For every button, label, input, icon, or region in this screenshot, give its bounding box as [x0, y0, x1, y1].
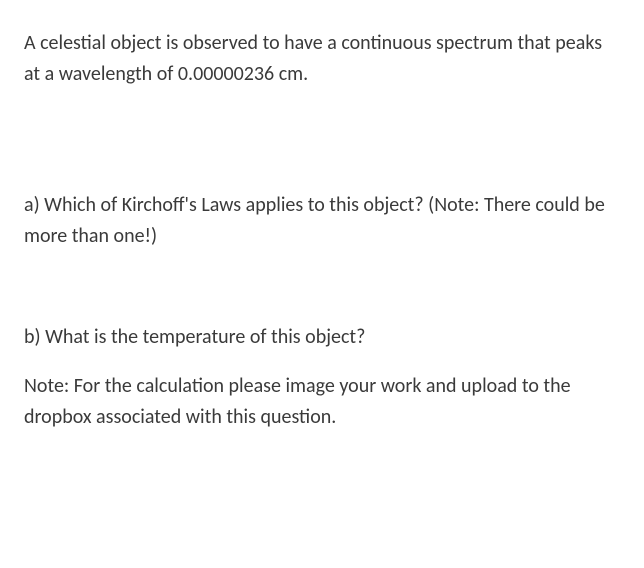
question-intro: A celestial object is observed to have a…: [24, 28, 620, 90]
question-part-b: b) What is the temperature of this objec…: [24, 322, 620, 353]
question-part-a: a) Which of Kirchoff's Laws applies to t…: [24, 190, 620, 252]
question-note: Note: For the calculation please image y…: [24, 371, 620, 433]
